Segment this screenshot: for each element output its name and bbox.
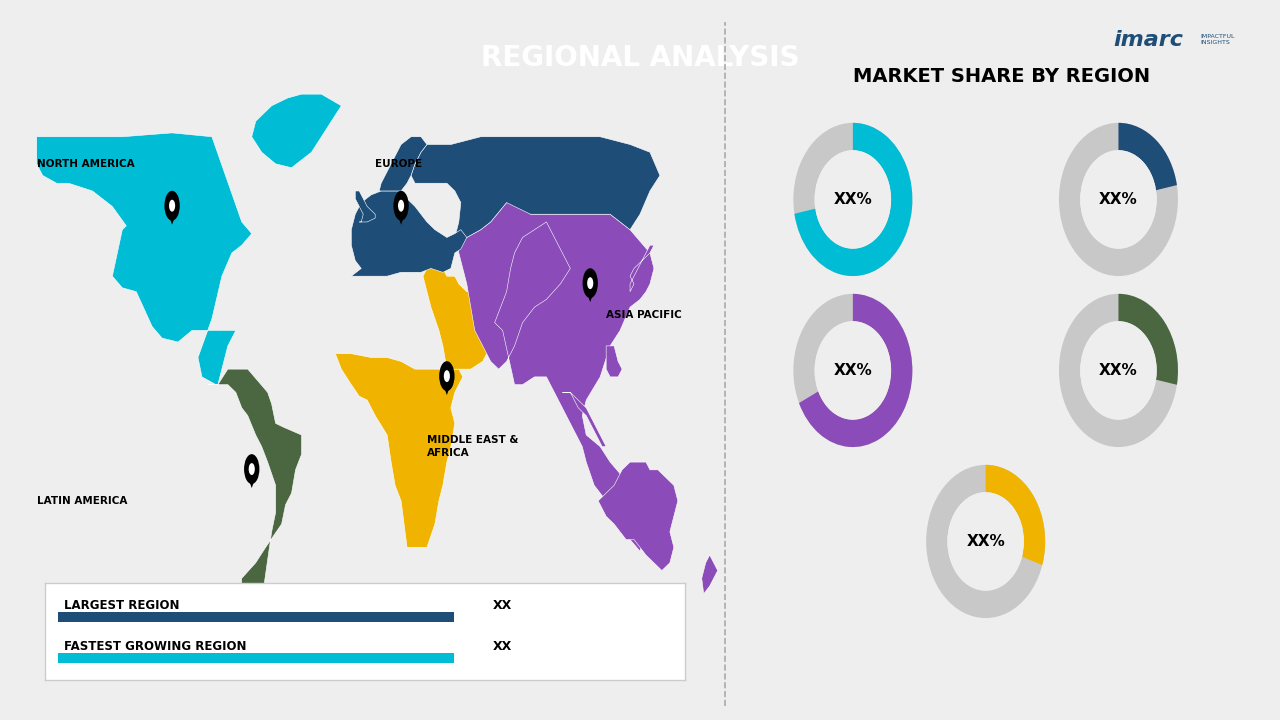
Polygon shape [584, 284, 596, 302]
Polygon shape [562, 392, 607, 446]
Polygon shape [351, 191, 467, 276]
Polygon shape [246, 470, 259, 488]
Wedge shape [794, 294, 913, 447]
Text: XX%: XX% [833, 192, 872, 207]
Text: XX%: XX% [966, 534, 1005, 549]
Text: imarc: imarc [1114, 30, 1184, 50]
Wedge shape [795, 123, 913, 276]
Text: XX: XX [493, 640, 512, 653]
Circle shape [947, 492, 1024, 590]
Wedge shape [1119, 123, 1176, 190]
Polygon shape [607, 346, 622, 377]
Circle shape [244, 454, 260, 484]
Text: XX%: XX% [1100, 363, 1138, 378]
Text: IMPACTFUL
INSIGHTS: IMPACTFUL INSIGHTS [1201, 34, 1235, 45]
Circle shape [582, 269, 598, 298]
Polygon shape [411, 137, 660, 238]
FancyBboxPatch shape [58, 612, 454, 622]
Circle shape [164, 191, 179, 220]
Circle shape [814, 321, 891, 420]
Circle shape [393, 191, 408, 220]
Wedge shape [1119, 294, 1178, 384]
Text: XX: XX [493, 599, 512, 612]
Circle shape [398, 199, 404, 212]
Polygon shape [422, 253, 500, 369]
Circle shape [1080, 321, 1157, 420]
Circle shape [444, 370, 451, 382]
Polygon shape [394, 207, 407, 225]
Text: NORTH AMERICA: NORTH AMERICA [37, 159, 134, 169]
Text: XX%: XX% [1100, 192, 1138, 207]
Text: EUROPE: EUROPE [375, 159, 422, 169]
Text: LATIN AMERICA: LATIN AMERICA [37, 496, 127, 506]
Polygon shape [701, 555, 718, 594]
Polygon shape [335, 354, 463, 547]
Polygon shape [207, 369, 302, 629]
Wedge shape [1059, 294, 1178, 447]
FancyBboxPatch shape [58, 653, 454, 663]
Text: ASIA PACIFIC: ASIA PACIFIC [607, 310, 682, 320]
Circle shape [588, 277, 594, 289]
Text: MARKET SHARE BY REGION: MARKET SHARE BY REGION [852, 67, 1151, 86]
Wedge shape [799, 294, 913, 447]
Text: MIDDLE EAST &
AFRICA: MIDDLE EAST & AFRICA [428, 436, 518, 458]
Text: FASTEST GROWING REGION: FASTEST GROWING REGION [64, 640, 247, 653]
Text: XX%: XX% [833, 363, 872, 378]
Polygon shape [379, 137, 428, 191]
Circle shape [814, 150, 891, 248]
Wedge shape [927, 465, 1046, 618]
Circle shape [169, 199, 175, 212]
Circle shape [439, 361, 454, 391]
Polygon shape [440, 377, 453, 395]
Polygon shape [598, 462, 678, 570]
Polygon shape [252, 94, 342, 168]
Wedge shape [986, 465, 1046, 565]
Polygon shape [166, 207, 178, 225]
Circle shape [248, 463, 255, 475]
Polygon shape [454, 202, 654, 552]
Polygon shape [630, 246, 654, 292]
Text: LARGEST REGION: LARGEST REGION [64, 599, 179, 612]
Polygon shape [356, 191, 375, 222]
Wedge shape [794, 123, 913, 276]
Polygon shape [37, 133, 252, 384]
Text: REGIONAL ANALYSIS: REGIONAL ANALYSIS [481, 44, 799, 71]
Circle shape [1080, 150, 1157, 248]
Wedge shape [1059, 123, 1178, 276]
